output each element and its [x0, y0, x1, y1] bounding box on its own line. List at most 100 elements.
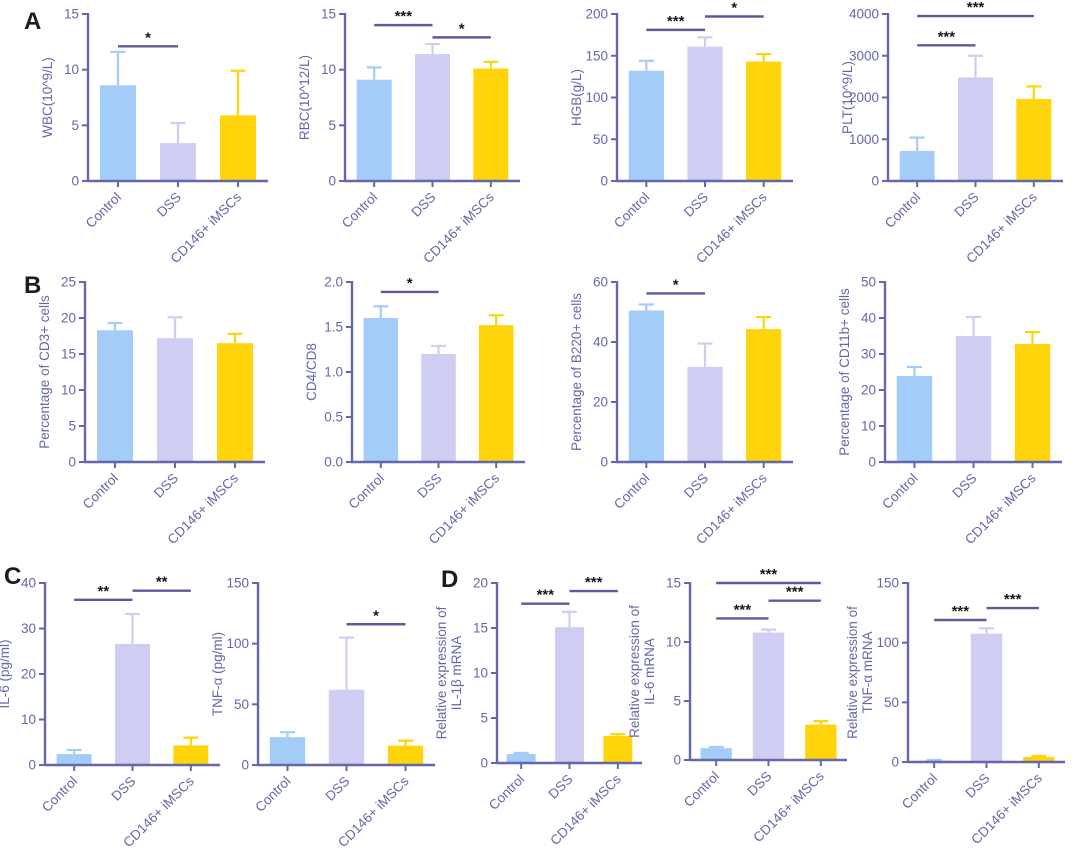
y-tick-label: 15	[64, 7, 79, 22]
y-tick-label: 1.5	[324, 320, 343, 335]
y-tick-label: 5	[71, 118, 79, 133]
bar-hgb-0	[628, 70, 664, 181]
y-tick-label: 5	[480, 711, 488, 726]
y-tick-label: 15	[61, 347, 76, 362]
bar-rbc-0	[356, 79, 392, 181]
y-tick-label: 150	[876, 576, 899, 591]
y-axis-title: TNF-α mRNA	[860, 631, 875, 713]
x-label-0: Control	[252, 774, 293, 815]
y-tick-label: 5	[673, 694, 681, 709]
bar-cd4cd8-2	[478, 325, 514, 462]
y-tick-label: 10	[473, 666, 488, 681]
y-tick-label: 2.0	[324, 275, 343, 290]
bar-hgb-1	[687, 46, 723, 181]
chart-il6-mrna: Control DSS CD146+ iMSCs 0 5 10 15 Relative exp…	[627, 566, 859, 845]
y-tick-label: 20	[473, 576, 488, 591]
y-tick-label: 100	[226, 636, 249, 651]
y-axis-title: CD4/CD8	[304, 343, 319, 401]
bar-tnfa-mrna-2	[1023, 756, 1055, 762]
y-tick-label: 0	[600, 455, 608, 470]
x-label-0: Control	[611, 471, 652, 512]
y-tick-label: 10	[64, 62, 79, 77]
bar-wbc-0	[100, 85, 136, 181]
chart-il6-protein: Control DSS CD146+ iMSCs 0 10 20 30 40 IL-6 (pg/…	[0, 571, 232, 850]
x-label-1: DSS	[154, 190, 184, 220]
y-tick-label: 15	[666, 576, 681, 591]
y-tick-label: 4000	[849, 7, 879, 22]
significance-stars: ***	[537, 587, 555, 604]
x-label-0: Control	[83, 190, 124, 231]
y-axis-title: PLT(10^9/L)	[840, 61, 855, 134]
significance-stars: **	[97, 583, 109, 600]
y-tick-label: 50	[234, 697, 249, 712]
x-label-1: DSS	[962, 771, 992, 801]
y-tick-label: 0	[480, 756, 488, 771]
bar-plt-0	[899, 150, 935, 181]
chart-tnfa-mrna: Control DSS CD146+ iMSCs 0 50 100 150 Relative …	[845, 571, 1077, 847]
bar-tnfa-protein-1	[328, 689, 365, 765]
bar-tnfa-protein-0	[269, 737, 306, 765]
y-tick-label: 0	[328, 174, 336, 189]
y-tick-label: 150	[226, 576, 249, 591]
bar-tnfa-protein-2	[387, 745, 424, 765]
significance-stars: ***	[585, 574, 603, 591]
x-label-0: Control	[882, 190, 923, 231]
x-label-0: Control	[879, 471, 920, 512]
y-tick-label: 100	[876, 635, 899, 650]
x-label-1: DSS	[744, 769, 774, 799]
y-tick-label: 25	[61, 275, 76, 290]
chart-wbc: Control DSS CD146+ iMSCs 0 5 10 15 WBC(10^9/L) *	[36, 2, 280, 266]
y-tick-label: 0	[871, 174, 879, 189]
y-tick-label: 50	[861, 275, 876, 290]
bar-b220-2	[746, 329, 782, 462]
y-tick-label: 0	[673, 753, 681, 768]
y-tick-label: 0.5	[324, 410, 343, 425]
y-tick-label: 150	[585, 48, 608, 63]
x-label-1: DSS	[951, 190, 981, 220]
chart-b220-percent: Control DSS CD146+ iMSCs 0 20 40 60 Percentage …	[561, 270, 805, 547]
y-tick-label: 50	[593, 132, 608, 147]
y-tick-label: 60	[593, 275, 608, 290]
bar-cd3-1	[157, 338, 193, 462]
y-tick-label: 0	[600, 174, 608, 189]
significance-stars: *	[145, 29, 151, 46]
significance-stars: *	[731, 0, 737, 17]
y-tick-label: 0	[28, 758, 36, 773]
y-axis-title: Relative expression of	[434, 606, 449, 739]
y-tick-label: 10	[321, 62, 336, 77]
bar-cd11b-2	[1014, 343, 1051, 462]
chart-cd11b-percent: Control DSS CD146+ iMSCs 0 10 20 30 40 50 Percent…	[829, 270, 1074, 547]
y-tick-label: 10	[61, 383, 76, 398]
y-tick-label: 2000	[849, 90, 879, 105]
significance-stars: *	[373, 607, 379, 624]
panel-label-b: B	[24, 272, 42, 299]
y-tick-label: 0	[71, 174, 79, 189]
significance-stars: *	[459, 20, 465, 37]
y-tick-label: 15	[321, 7, 336, 22]
x-label-0: Control	[39, 774, 80, 815]
y-tick-label: 10	[861, 419, 876, 434]
y-axis-title: IL-6 (pg/ml)	[0, 639, 12, 708]
bar-il1b-mrna-2	[603, 736, 633, 763]
y-axis-title: Relative expression of	[845, 606, 860, 739]
y-tick-label: 200	[585, 7, 608, 22]
bar-il6-mrna-0	[700, 748, 732, 760]
bar-il6-mrna-1	[752, 632, 785, 760]
y-tick-label: 5	[68, 419, 76, 434]
x-label-1: DSS	[108, 774, 138, 804]
y-axis-title: Percentage of CD3+ cells	[37, 295, 52, 449]
x-label-0: Control	[339, 190, 380, 231]
bar-il6-protein-2	[173, 745, 209, 765]
significance-stars: ***	[938, 28, 956, 45]
significance-stars: ***	[667, 13, 685, 30]
panel-label-d: D	[441, 566, 459, 593]
significance-stars: ***	[952, 603, 970, 620]
x-label-0: Control	[486, 772, 527, 813]
